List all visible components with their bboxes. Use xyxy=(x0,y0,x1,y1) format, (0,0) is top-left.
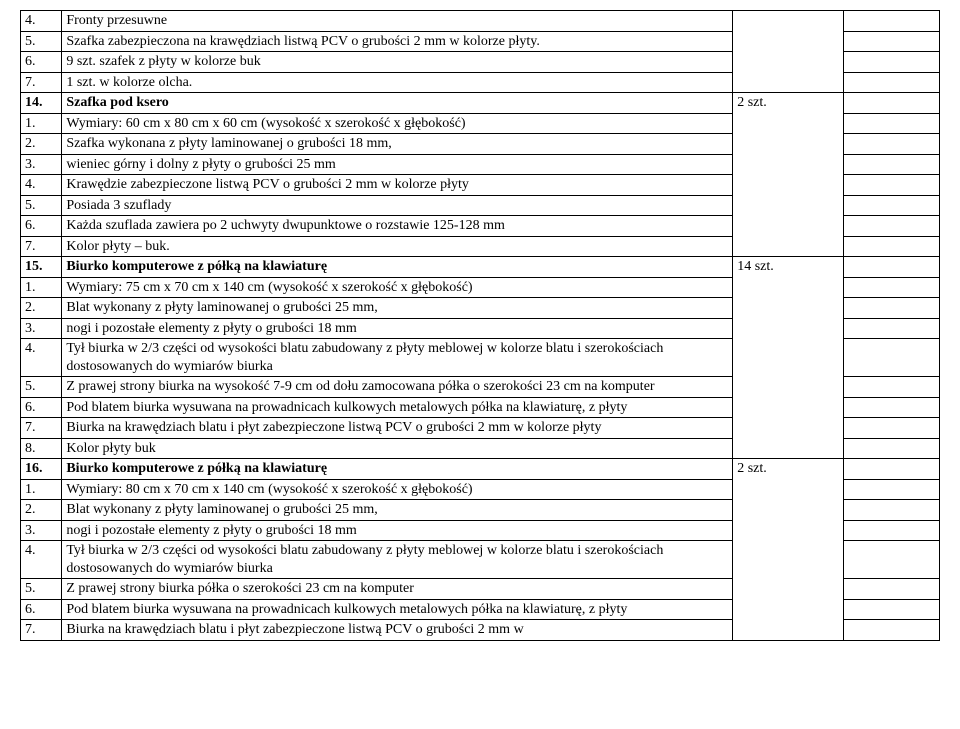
row-number: 15. xyxy=(21,257,62,278)
row-blank xyxy=(843,134,940,155)
row-number: 4. xyxy=(21,541,62,579)
row-number: 5. xyxy=(21,195,62,216)
row-text: Wymiary: 80 cm x 70 cm x 140 cm (wysokoś… xyxy=(62,479,733,500)
row-number: 1. xyxy=(21,113,62,134)
row-text: Kolor płyty – buk. xyxy=(62,236,733,257)
row-number: 1. xyxy=(21,479,62,500)
table-row: 14.Szafka pod ksero2 szt. xyxy=(21,93,940,114)
row-number: 7. xyxy=(21,620,62,641)
row-blank xyxy=(843,113,940,134)
row-text: Pod blatem biurka wysuwana na prowadnica… xyxy=(62,397,733,418)
row-number: 7. xyxy=(21,72,62,93)
row-text: Posiada 3 szuflady xyxy=(62,195,733,216)
row-text: Tył biurka w 2/3 części od wysokości bla… xyxy=(62,541,733,579)
row-text: wieniec górny i dolny z płyty o grubości… xyxy=(62,154,733,175)
row-number: 4. xyxy=(21,175,62,196)
row-text: Blat wykonany z płyty laminowanej o grub… xyxy=(62,500,733,521)
row-blank xyxy=(843,579,940,600)
row-text: Szafka pod ksero xyxy=(62,93,733,114)
row-text: Kolor płyty buk xyxy=(62,438,733,459)
row-number: 2. xyxy=(21,134,62,155)
row-text: Krawędzie zabezpieczone listwą PCV o gru… xyxy=(62,175,733,196)
row-blank xyxy=(843,154,940,175)
row-text: Biurka na krawędziach blatu i płyt zabez… xyxy=(62,620,733,641)
row-blank xyxy=(843,277,940,298)
row-blank xyxy=(843,500,940,521)
row-qty: 14 szt. xyxy=(733,257,843,459)
row-number: 5. xyxy=(21,377,62,398)
row-text: Każda szuflada zawiera po 2 uchwyty dwup… xyxy=(62,216,733,237)
table-row: 15.Biurko komputerowe z półką na klawiat… xyxy=(21,257,940,278)
row-blank xyxy=(843,541,940,579)
row-blank xyxy=(843,298,940,319)
row-text: Wymiary: 60 cm x 80 cm x 60 cm (wysokość… xyxy=(62,113,733,134)
row-number: 2. xyxy=(21,298,62,319)
row-text: nogi i pozostałe elementy z płyty o grub… xyxy=(62,520,733,541)
row-number: 7. xyxy=(21,418,62,439)
row-blank xyxy=(843,93,940,114)
row-blank xyxy=(843,418,940,439)
row-number: 6. xyxy=(21,52,62,73)
row-blank xyxy=(843,257,940,278)
row-blank xyxy=(843,339,940,377)
row-number: 8. xyxy=(21,438,62,459)
row-number: 4. xyxy=(21,339,62,377)
row-text: Szafka zabezpieczona na krawędziach list… xyxy=(62,31,733,52)
row-blank xyxy=(843,31,940,52)
row-blank xyxy=(843,72,940,93)
row-text: Biurka na krawędziach blatu i płyt zabez… xyxy=(62,418,733,439)
row-qty: 2 szt. xyxy=(733,93,843,257)
row-number: 6. xyxy=(21,216,62,237)
row-blank xyxy=(843,397,940,418)
table-row: 4.Fronty przesuwne xyxy=(21,11,940,32)
row-qty: 2 szt. xyxy=(733,459,843,641)
row-text: 1 szt. w kolorze olcha. xyxy=(62,72,733,93)
row-number: 5. xyxy=(21,31,62,52)
row-number: 4. xyxy=(21,11,62,32)
row-text: Szafka wykonana z płyty laminowanej o gr… xyxy=(62,134,733,155)
row-number: 6. xyxy=(21,599,62,620)
row-number: 5. xyxy=(21,579,62,600)
row-number: 1. xyxy=(21,277,62,298)
row-blank xyxy=(843,52,940,73)
row-text: Biurko komputerowe z półką na klawiaturę xyxy=(62,257,733,278)
row-blank xyxy=(843,599,940,620)
row-blank xyxy=(843,620,940,641)
row-text: Wymiary: 75 cm x 70 cm x 140 cm (wysokoś… xyxy=(62,277,733,298)
row-number: 14. xyxy=(21,93,62,114)
row-blank xyxy=(843,438,940,459)
row-text: Z prawej strony biurka na wysokość 7-9 c… xyxy=(62,377,733,398)
row-blank xyxy=(843,520,940,541)
row-number: 16. xyxy=(21,459,62,480)
row-number: 3. xyxy=(21,520,62,541)
table-row: 16.Biurko komputerowe z półką na klawiat… xyxy=(21,459,940,480)
row-number: 3. xyxy=(21,154,62,175)
spec-table: 4.Fronty przesuwne5.Szafka zabezpieczona… xyxy=(20,10,940,641)
row-number: 7. xyxy=(21,236,62,257)
row-text: Blat wykonany z płyty laminowanej o grub… xyxy=(62,298,733,319)
row-number: 3. xyxy=(21,318,62,339)
row-qty xyxy=(733,11,843,93)
row-blank xyxy=(843,175,940,196)
row-blank xyxy=(843,216,940,237)
row-text: Tył biurka w 2/3 części od wysokości bla… xyxy=(62,339,733,377)
row-number: 2. xyxy=(21,500,62,521)
row-blank xyxy=(843,377,940,398)
row-blank xyxy=(843,236,940,257)
row-text: Biurko komputerowe z półką na klawiaturę xyxy=(62,459,733,480)
row-text: Z prawej strony biurka półka o szerokośc… xyxy=(62,579,733,600)
row-blank xyxy=(843,318,940,339)
row-blank xyxy=(843,459,940,480)
row-text: nogi i pozostałe elementy z płyty o grub… xyxy=(62,318,733,339)
row-text: 9 szt. szafek z płyty w kolorze buk xyxy=(62,52,733,73)
row-blank xyxy=(843,195,940,216)
row-text: Pod blatem biurka wysuwana na prowadnica… xyxy=(62,599,733,620)
row-blank xyxy=(843,11,940,32)
row-text: Fronty przesuwne xyxy=(62,11,733,32)
row-number: 6. xyxy=(21,397,62,418)
row-blank xyxy=(843,479,940,500)
